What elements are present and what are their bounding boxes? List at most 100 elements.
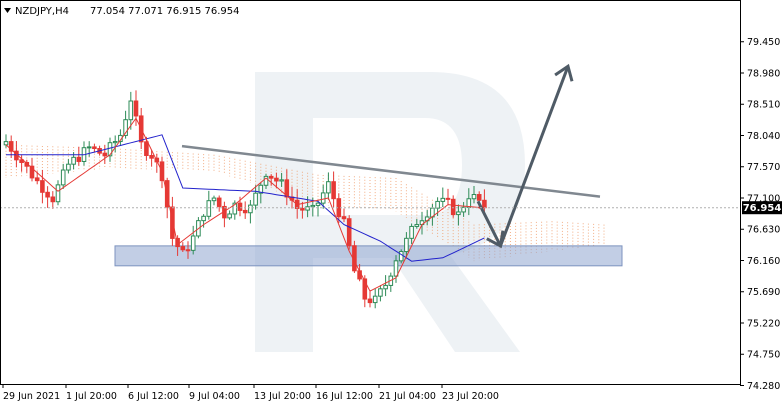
candle-body: [242, 209, 248, 214]
kijun-sen-line: [6, 134, 485, 262]
candle-body: [274, 177, 279, 182]
candle-body: [435, 200, 440, 209]
forecast-arrowhead-up: [554, 63, 574, 82]
time-tick-label: 6 Jul 12:00: [128, 391, 179, 402]
candle-body: [378, 288, 383, 297]
price-tick-label: 79.450: [747, 37, 780, 48]
candle-body: [133, 100, 139, 117]
candle-body: [185, 249, 191, 252]
candle-body: [50, 196, 56, 203]
candle-body: [414, 224, 420, 227]
candle-body: [3, 141, 9, 146]
candle-body: [92, 146, 97, 150]
candle-body: [315, 202, 321, 206]
candle-body: [107, 142, 113, 157]
candle-body: [8, 141, 14, 152]
price-tick-label: 77.570: [747, 162, 780, 173]
price-axis: 79.450 78.980 78.510 78.040 77.570 77.100 76.6…: [740, 37, 780, 392]
price-tick-label: 74.280: [747, 381, 780, 392]
candle-body: [310, 204, 316, 208]
tenkan-sen-line: [5, 117, 485, 292]
candle-body: [86, 146, 92, 149]
candle-body: [258, 184, 264, 194]
resistance-trendline: [181, 144, 601, 198]
candle-body: [55, 184, 61, 203]
price-tick-label: 74.750: [747, 350, 780, 361]
candle-body: [144, 141, 149, 156]
candle-body: [440, 197, 446, 202]
candle-body: [326, 181, 331, 194]
candle-body: [393, 260, 399, 277]
triangle-down-icon[interactable]: [4, 8, 11, 13]
candle-body: [362, 278, 368, 300]
candle-body: [190, 235, 196, 251]
candle-body: [60, 169, 66, 186]
candle-body: [456, 211, 461, 216]
price-tick-label: 78.510: [747, 100, 780, 111]
plot-frame: [0, 0, 741, 385]
candle-body: [66, 163, 71, 171]
candle-body: [149, 154, 154, 159]
candle-body: [123, 119, 128, 136]
candle-body: [450, 198, 456, 216]
candle-body: [409, 225, 414, 239]
current-price-label: 76.954: [743, 203, 782, 214]
candle-body: [476, 194, 482, 201]
candle-body: [398, 251, 404, 262]
candle-body: [263, 175, 269, 186]
candle-body: [128, 100, 134, 121]
candle-body: [346, 218, 352, 247]
candle-body: [180, 246, 186, 251]
candle-body: [40, 180, 45, 193]
time-axis: 29 Jun 2021 1 Jul 20:00 6 Jul 12:00 9 Jul 0…: [2, 384, 499, 402]
candle-body: [170, 206, 175, 239]
time-tick-label: 1 Jul 20:00: [66, 391, 117, 402]
candle-body: [279, 179, 284, 182]
time-tick-label: 9 Jul 04:00: [189, 391, 240, 402]
candle-body: [29, 165, 35, 179]
candle-body: [445, 197, 451, 200]
candle-body: [383, 284, 388, 290]
candle-body: [372, 295, 378, 304]
candle-body: [45, 191, 50, 198]
candle-body: [76, 156, 82, 162]
price-tick-label: 76.630: [747, 225, 780, 236]
price-tick-label: 75.220: [747, 318, 780, 329]
candle-body: [367, 298, 373, 304]
candle-body: [24, 161, 30, 167]
candle-body: [331, 181, 336, 200]
candle-body: [102, 152, 108, 157]
candle-body: [482, 199, 487, 209]
candle-body: [268, 175, 274, 179]
chart-header: NZDJPY,H4 77.054 77.071 76.915 76.954: [4, 6, 240, 17]
time-tick-label: 23 Jul 20:00: [442, 391, 499, 402]
candle-body: [211, 197, 217, 202]
time-tick-label: 29 Jun 2021: [3, 391, 60, 402]
price-tick-label: 78.040: [747, 131, 780, 142]
candle-body: [34, 177, 40, 182]
candle-body: [237, 202, 243, 211]
ohlc-label: 77.054 77.071 76.915 76.954: [90, 6, 240, 17]
time-tick-label: 21 Jul 04:00: [379, 391, 436, 402]
watermark-logo: [255, 72, 525, 352]
candle-body: [248, 204, 253, 214]
current-price-tag: 76.954: [742, 201, 782, 215]
candle-body: [305, 206, 310, 211]
price-tick-label: 76.160: [747, 256, 780, 267]
candle-body: [206, 200, 212, 217]
candle-body: [19, 159, 24, 163]
candle-body: [300, 207, 305, 211]
candle-body: [112, 141, 118, 144]
price-tick-label: 78.980: [747, 68, 780, 79]
support-zone: [114, 245, 623, 267]
candle-body: [201, 215, 206, 222]
candle-body: [341, 216, 347, 220]
candle-body: [471, 194, 477, 200]
candle-body: [71, 156, 76, 165]
candle-body: [320, 192, 326, 204]
forecast-arrow: [476, 63, 574, 249]
candle-body: [404, 237, 409, 253]
candle-body: [461, 206, 466, 213]
